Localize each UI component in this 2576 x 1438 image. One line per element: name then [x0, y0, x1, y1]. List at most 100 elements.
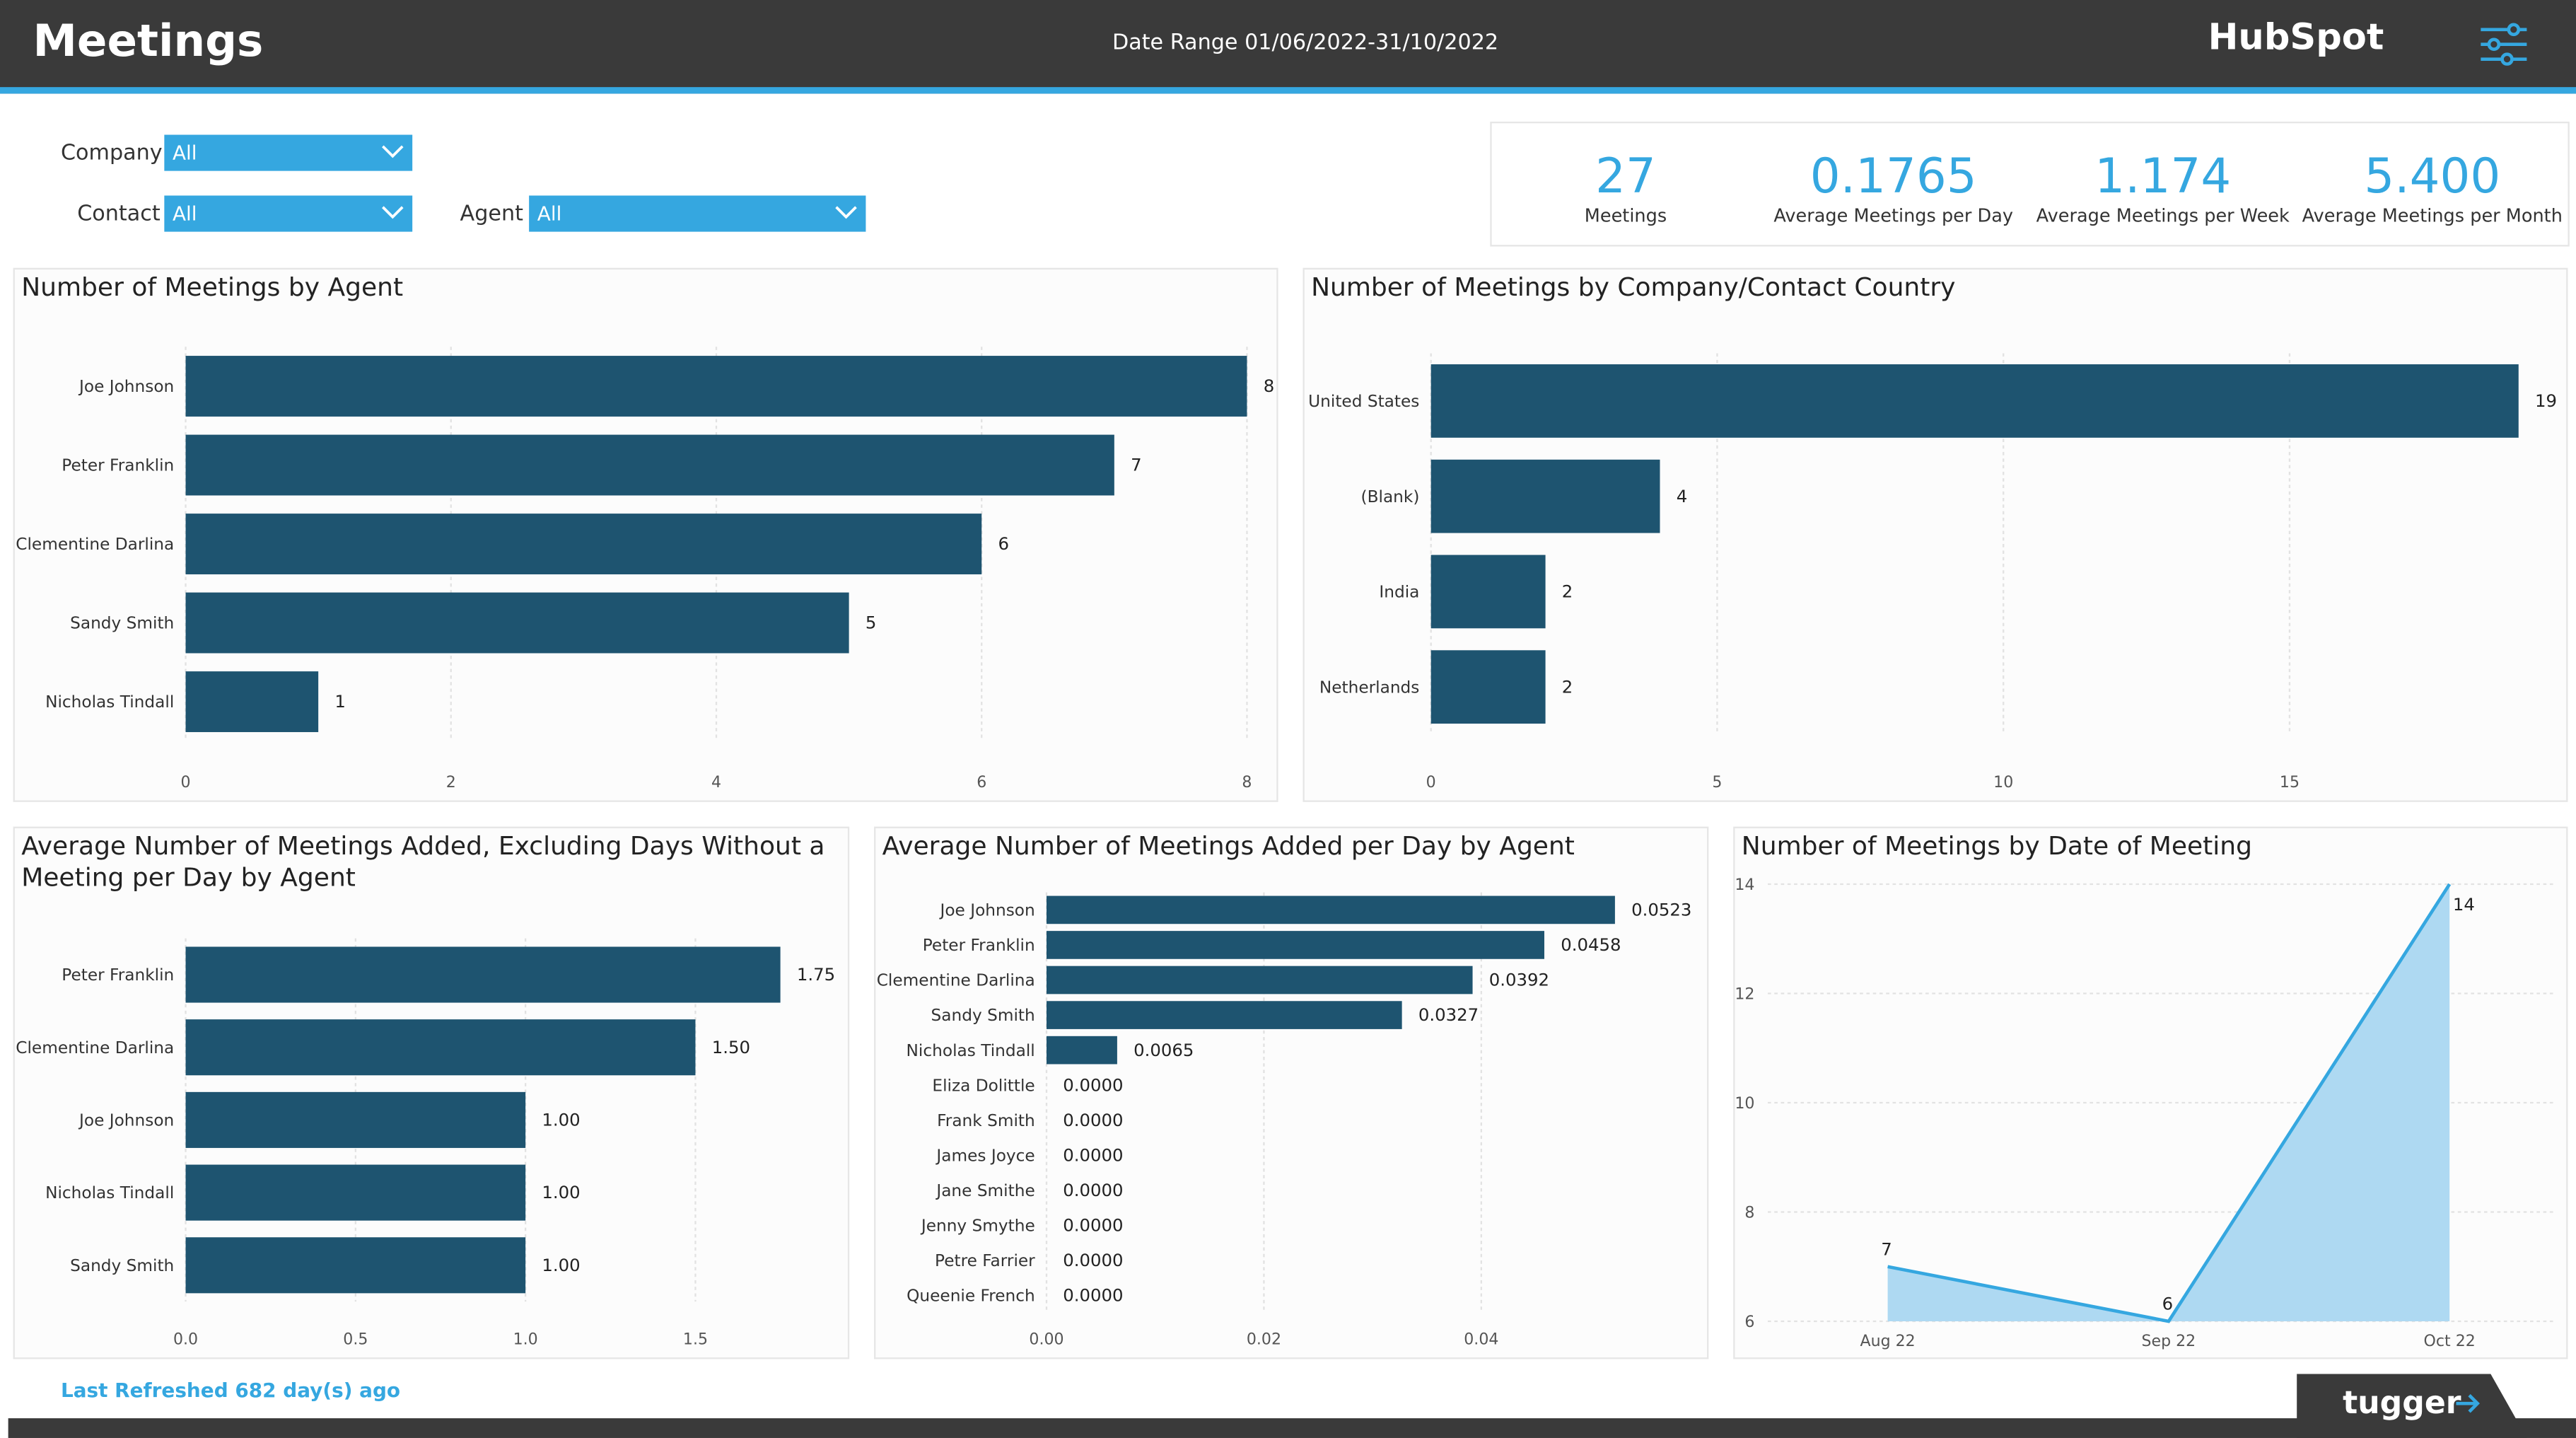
x-tick-label: 10 — [1993, 774, 2013, 792]
data-label: 8 — [1264, 376, 1275, 396]
series-line — [1887, 883, 2452, 1323]
category-label: Nicholas Tindall — [45, 692, 174, 712]
x-tick-label: 15 — [2280, 774, 2300, 792]
y-tick-label: 14 — [1735, 876, 1755, 894]
data-label: 14 — [2453, 894, 2475, 915]
bar — [1430, 364, 2519, 438]
chart-title-line: Meeting per Day by Agent — [21, 862, 356, 893]
chart-meetings-by-country: 0 5 10 15 United States 19 (Blank) 4 India 2 Nethe… — [1308, 353, 2557, 792]
category-label: United States — [1308, 392, 1419, 411]
company-filter-dropdown[interactable]: All — [164, 134, 413, 171]
header-bar: Meetings Date Range 01/06/2022-31/10/202… — [0, 0, 2576, 94]
page-title: Meetings — [33, 16, 264, 68]
bar — [185, 356, 1247, 417]
chart-title: Average Number of Meetings Added, Exclud… — [21, 832, 824, 894]
tugger-logo: tugger — [2297, 1374, 2527, 1438]
data-label: 0.0523 — [1631, 900, 1691, 920]
x-tick-label: Oct 22 — [2424, 1333, 2476, 1350]
x-tick-label: 0.5 — [343, 1331, 368, 1349]
company-filter-label: Company — [60, 141, 163, 166]
x-tick-label: Sep 22 — [2142, 1333, 2196, 1350]
data-label: 1.00 — [542, 1110, 580, 1130]
kpi-avg-per-week: 1.174 Average Meetings per Week — [2029, 123, 2297, 227]
data-label: 1 — [334, 691, 346, 712]
x-tick-label: 0 — [1426, 774, 1436, 792]
category-label: Sandy Smith — [931, 1006, 1035, 1025]
bar — [185, 1164, 526, 1221]
data-label: 0.0458 — [1561, 934, 1621, 955]
x-tick-label: 8 — [1242, 774, 1252, 792]
x-tick-label: 1.5 — [683, 1331, 708, 1349]
contact-filter-value: All — [172, 202, 197, 226]
data-label: 0.0000 — [1063, 1285, 1123, 1306]
data-label: 0.0000 — [1063, 1215, 1123, 1236]
data-label: 6 — [998, 533, 1009, 554]
y-tick-label: 10 — [1735, 1095, 1755, 1113]
x-tick-label: Aug 22 — [1860, 1333, 1916, 1350]
data-label: 7 — [1131, 455, 1142, 475]
category-label: James Joyce — [935, 1146, 1035, 1165]
sliders-menu-icon[interactable] — [2478, 23, 2530, 66]
category-label: Sandy Smith — [70, 1256, 174, 1275]
category-label: Clementine Darlina — [16, 1038, 174, 1057]
data-label: 1.00 — [542, 1255, 580, 1275]
footer-bar — [8, 1418, 2576, 1438]
bar — [1047, 1036, 1117, 1065]
category-label: Netherlands — [1319, 678, 1420, 697]
data-label: 5 — [866, 613, 877, 633]
category-label: Nicholas Tindall — [907, 1041, 1035, 1060]
chart-panel-meetings-by-date: Number of Meetings by Date of Meeting 6 8… — [1733, 826, 2568, 1359]
contact-filter-dropdown[interactable]: All — [164, 195, 413, 232]
category-label: Frank Smith — [937, 1111, 1035, 1130]
x-tick-label: 0.04 — [1464, 1331, 1498, 1349]
chevron-down-icon — [382, 206, 404, 219]
chart-title: Number of Meetings by Agent — [21, 272, 404, 303]
bar — [185, 1237, 526, 1294]
date-range-text: Date Range 01/06/2022-31/10/2022 — [1112, 31, 1499, 56]
x-tick-label: 0 — [181, 774, 191, 792]
bar — [1430, 650, 1546, 724]
data-label: 0.0392 — [1489, 970, 1549, 990]
data-label: 1.75 — [797, 964, 835, 985]
category-label: Jenny Smythe — [920, 1217, 1035, 1236]
bar — [1430, 555, 1546, 629]
chevron-down-icon — [382, 145, 404, 158]
agent-filter-dropdown[interactable]: All — [529, 195, 866, 232]
chart-meetings-by-date: 6 8 10 12 14 7 Aug 22 6 Sep 22 14 Oct 22 — [1735, 876, 2557, 1350]
chart-panel-meetings-by-country: Number of Meetings by Company/Contact Co… — [1302, 267, 2568, 802]
x-tick-label: 0.0 — [173, 1331, 198, 1349]
bar — [1047, 1001, 1402, 1029]
bar — [185, 671, 319, 733]
data-label: 0.0000 — [1063, 1074, 1123, 1095]
data-label: 0.0065 — [1133, 1040, 1194, 1060]
area-fill — [1887, 883, 2450, 1322]
category-label: Peter Franklin — [923, 936, 1035, 955]
x-tick-label: 4 — [711, 774, 721, 792]
agent-filter-value: All — [537, 202, 562, 226]
bar — [185, 514, 982, 574]
kpi-label: Average Meetings per Day — [1773, 205, 2013, 227]
kpi-label: Average Meetings per Week — [2036, 205, 2290, 227]
data-label: 1.00 — [542, 1182, 580, 1202]
chart-panel-avg-meetings-excl-days: Average Number of Meetings Added, Exclud… — [13, 826, 850, 1359]
kpi-card-group: 27 Meetings 0.1765 Average Meetings per … — [1490, 121, 2570, 247]
chart-meetings-by-agent: 0 2 4 6 8 Joe Johnson 8 Peter Franklin 7 Clementi… — [16, 347, 1275, 792]
bar — [1047, 895, 1615, 924]
bar — [1047, 966, 1473, 995]
data-label: 4 — [1677, 486, 1688, 506]
category-label: Sandy Smith — [70, 614, 174, 633]
company-filter-value: All — [172, 141, 197, 165]
kpi-meetings: 27 Meetings — [1492, 123, 1760, 227]
category-label: Clementine Darlina — [877, 971, 1035, 990]
bar — [185, 946, 781, 1003]
kpi-avg-per-day: 0.1765 Average Meetings per Day — [1759, 123, 2027, 227]
chart-title: Number of Meetings by Company/Contact Co… — [1311, 272, 1956, 303]
kpi-label: Meetings — [1584, 205, 1667, 227]
x-tick-label: 6 — [977, 774, 986, 792]
data-label: 2 — [1562, 676, 1573, 697]
data-label: 19 — [2535, 390, 2557, 411]
category-label: Petre Farrier — [935, 1251, 1035, 1270]
hubspot-logo: HubSpot — [2208, 18, 2384, 59]
x-tick-label: 5 — [1712, 774, 1722, 792]
